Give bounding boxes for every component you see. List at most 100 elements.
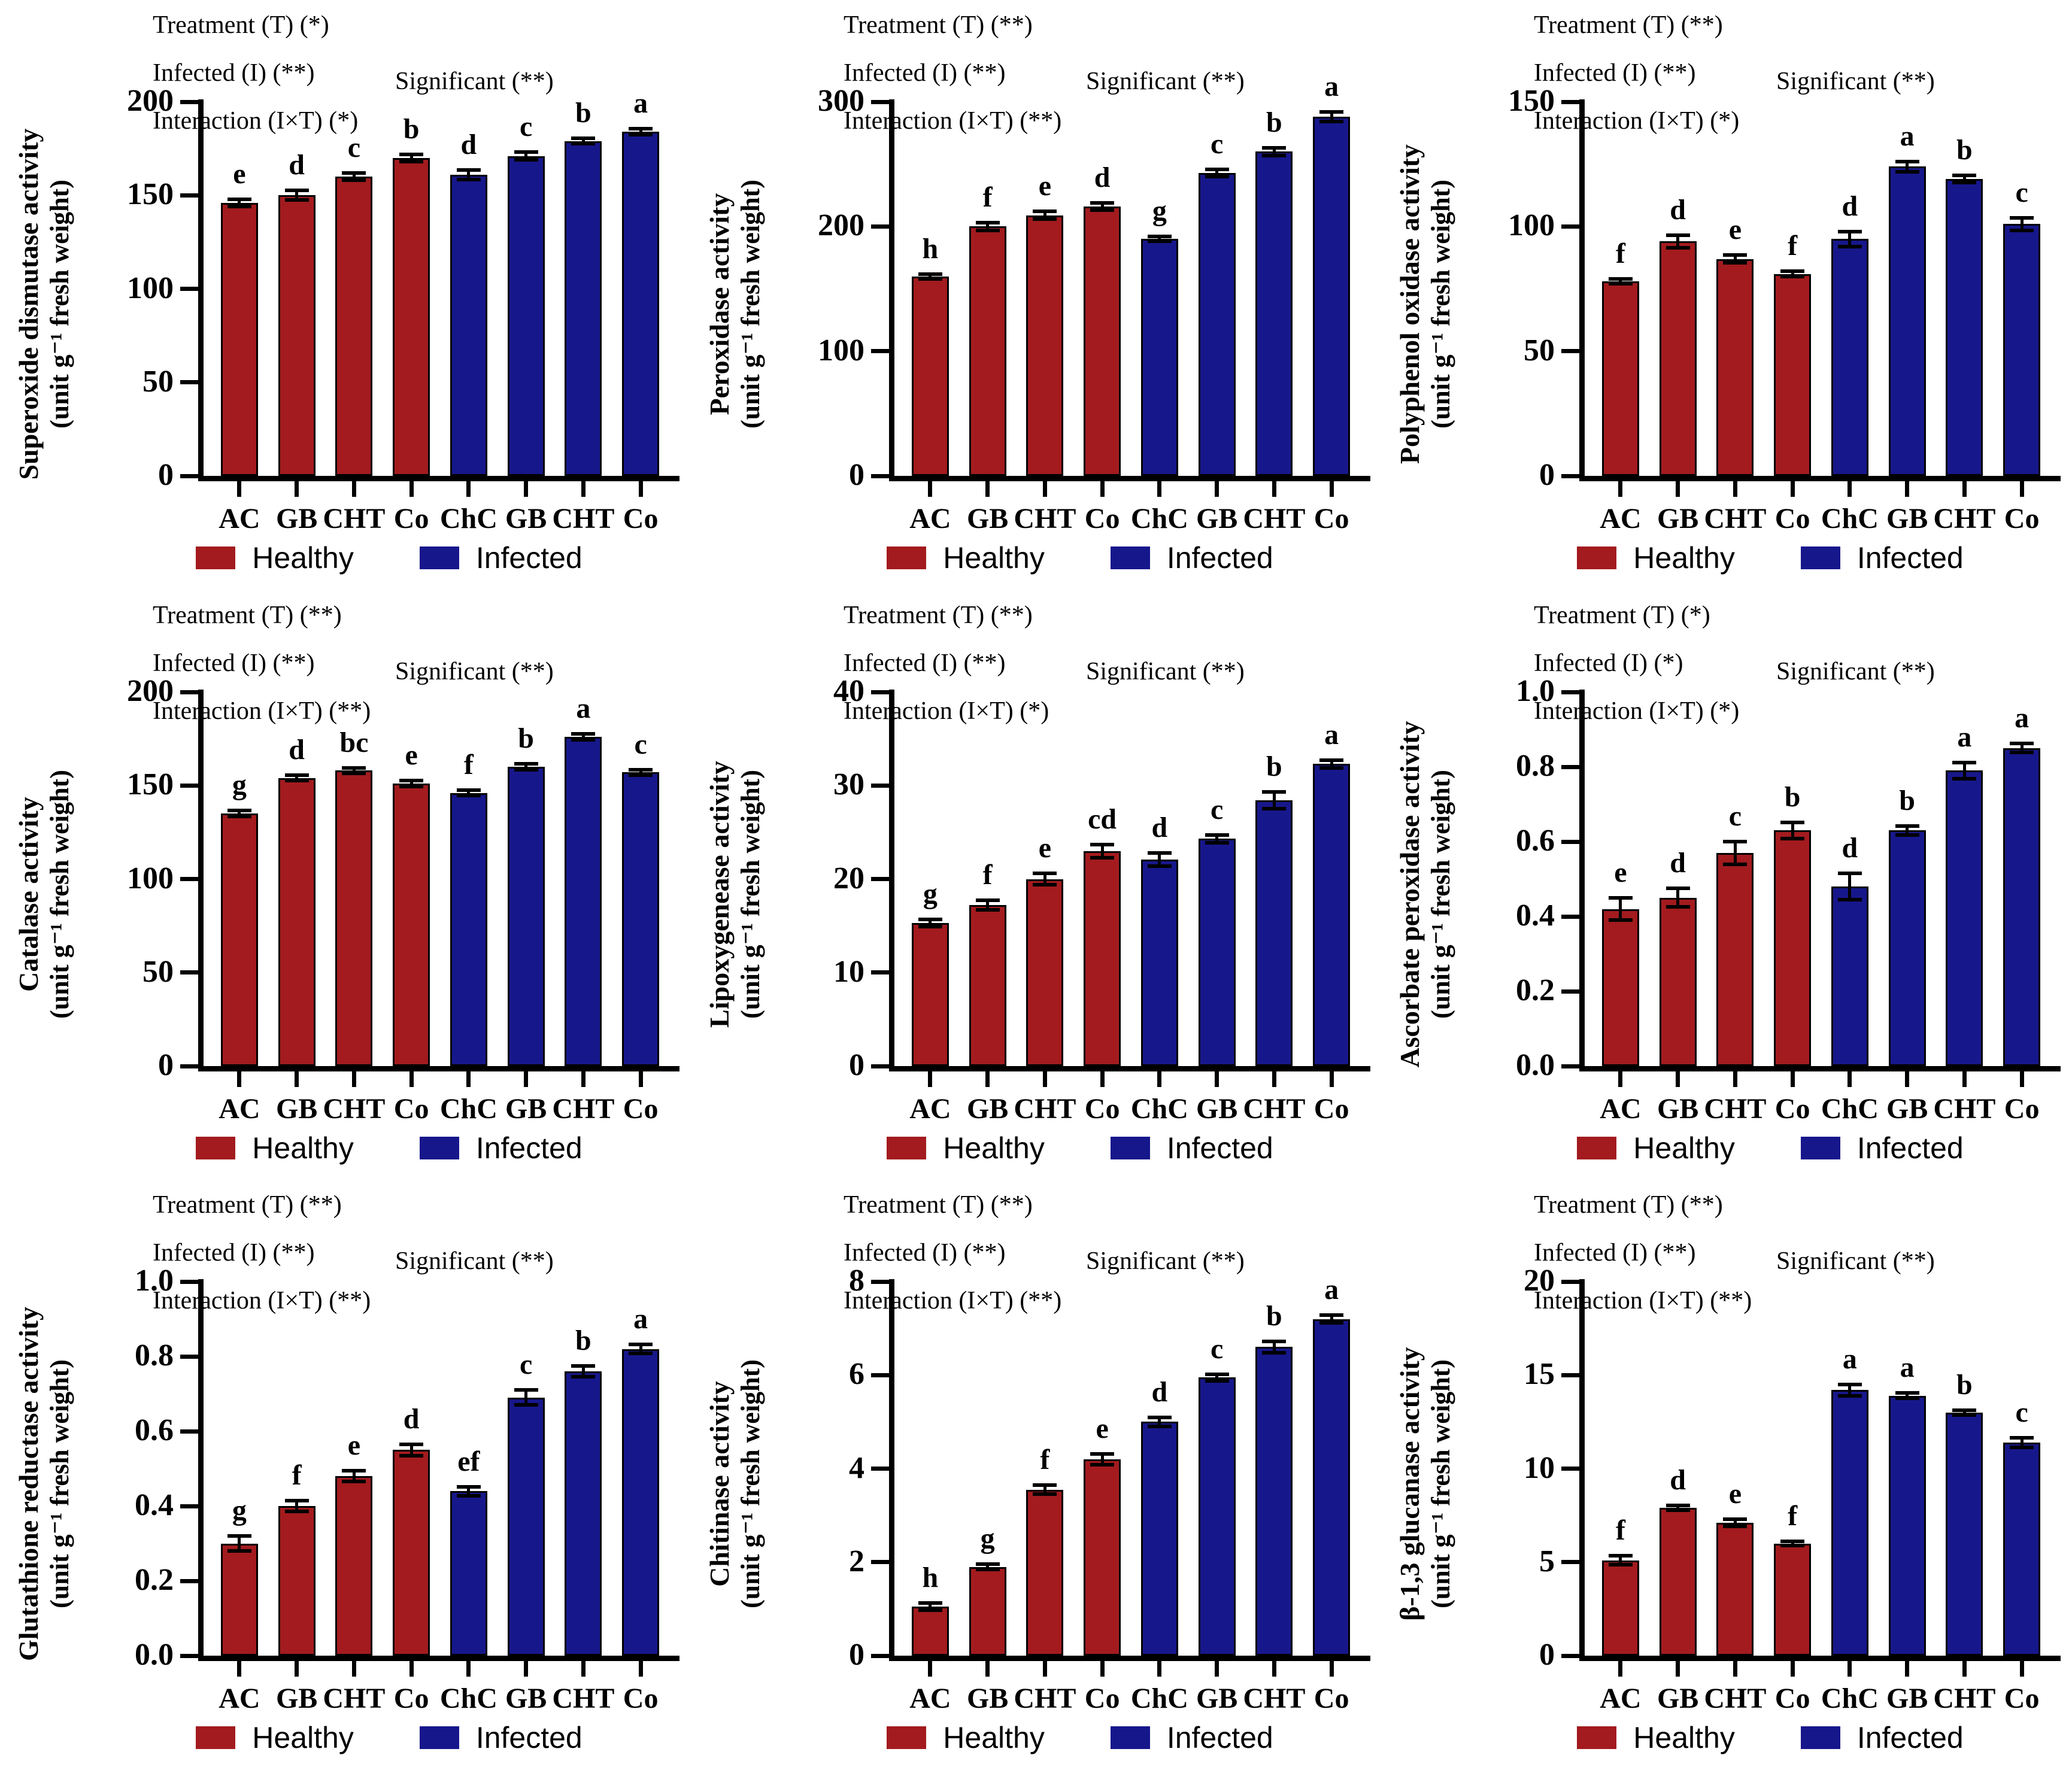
chart-cell-catalase-activity: Catalase activity (unit g⁻¹ fresh weight)…	[0, 590, 690, 1180]
sig-letter: g	[1152, 195, 1167, 227]
x-tick-mark	[351, 481, 356, 497]
bar-co-healthy	[1084, 1459, 1121, 1656]
bar-co-healthy	[393, 784, 430, 1066]
x-tick-mark	[1790, 1661, 1795, 1677]
error-bar-cap-bottom	[1723, 1525, 1748, 1529]
x-tick-mark	[524, 1661, 529, 1677]
bar-cht-infected	[1946, 1412, 1983, 1656]
bar-cht-infected	[1255, 1347, 1293, 1656]
bar-co-infected	[1313, 117, 1351, 476]
y-tick-mark	[1561, 1653, 1579, 1658]
annotation-infected: Infected (I) (**)	[844, 649, 1006, 677]
sig-letter: ef	[457, 1445, 480, 1477]
legend: Healthy Infected	[1471, 1131, 2070, 1165]
bar-gb-infected	[1198, 1377, 1236, 1656]
error-bar-cap-bottom	[629, 1352, 653, 1355]
legend-swatch-healthy	[196, 1137, 236, 1159]
error-bar-cap-top	[975, 1562, 1000, 1566]
sig-letter: a	[1324, 70, 1339, 102]
error-bar-cap-top	[1895, 160, 1919, 163]
bar-cht-infected	[565, 737, 602, 1066]
legend-label-infected: Infected	[475, 1131, 583, 1165]
error-bar-cap-top	[1147, 851, 1172, 855]
error-bar-stem	[1043, 873, 1046, 885]
x-tick-label: GB	[966, 1093, 1009, 1125]
sig-letter: e	[1728, 214, 1742, 246]
error-bar-cap-top	[1319, 110, 1344, 114]
legend-swatch-infected	[419, 547, 459, 569]
annotation-interaction: Interaction (I×T) (*)	[844, 697, 1049, 725]
chart-cell-peroxidase-activity: Peroxidase activity (unit g⁻¹ fresh weigh…	[691, 0, 1381, 590]
bar-co-infected	[622, 772, 660, 1066]
bar-cht-infected	[1255, 151, 1293, 476]
error-bar-cap-top	[1780, 269, 1805, 274]
error-bar-cap-top	[1608, 1553, 1633, 1558]
error-bar-stem	[1733, 842, 1737, 864]
error-bar-stem	[929, 1602, 932, 1611]
bar-co-infected	[622, 1349, 660, 1656]
bar-ac-healthy	[911, 1606, 949, 1656]
x-tick-mark	[985, 1661, 990, 1677]
y-tick-label: 0	[158, 458, 174, 492]
x-tick-mark	[1042, 1071, 1047, 1087]
error-bar-cap-top	[1780, 820, 1805, 824]
legend-label-infected: Infected	[1166, 541, 1273, 575]
x-tick-label: Co	[393, 503, 429, 535]
error-bar-cap-bottom	[1319, 1320, 1344, 1325]
bar-cht-infected	[1946, 770, 1983, 1066]
x-axis-line	[889, 476, 1370, 481]
error-bar-stem	[929, 274, 932, 279]
x-tick-mark	[1215, 1661, 1219, 1677]
y-axis-line	[1579, 99, 1585, 481]
error-bar-cap-top	[514, 762, 538, 766]
bar-chc-infected	[450, 174, 487, 476]
y-tick-mark	[1561, 349, 1579, 354]
error-bar-cap-bottom	[1147, 864, 1172, 868]
error-bar-cap-top	[284, 189, 309, 193]
x-tick-mark	[1215, 1071, 1219, 1087]
y-tick-label: 10	[833, 954, 864, 989]
error-bar-cap-bottom	[456, 177, 481, 181]
x-tick-mark	[1618, 1661, 1623, 1677]
y-tick-mark	[180, 1578, 198, 1583]
error-bar-cap-top	[629, 1343, 653, 1346]
sig-letter: d	[1842, 832, 1858, 864]
error-bar-stem	[1158, 1417, 1161, 1427]
legend-label-healthy: Healthy	[943, 1131, 1045, 1165]
sig-letter: h	[922, 1561, 939, 1593]
error-bar-stem	[352, 767, 356, 773]
x-tick-mark	[1962, 1661, 1967, 1677]
y-tick-mark	[871, 877, 889, 881]
error-bar-cap-bottom	[1952, 181, 1977, 185]
sig-letter: cd	[1088, 803, 1117, 835]
error-bar-cap-top	[1205, 1372, 1229, 1376]
error-bar-stem	[295, 775, 299, 781]
annotation-significant: Significant (**)	[1776, 1247, 1935, 1275]
y-axis-title-line2: (unit g⁻¹ fresh weight)	[44, 180, 74, 429]
error-bar-cap-bottom	[1780, 1544, 1805, 1548]
x-tick-label: AC	[1600, 1683, 1642, 1714]
x-tick-label: Co	[1774, 503, 1810, 535]
annotation-interaction: Interaction (I×T) (**)	[1534, 1287, 1752, 1314]
error-bar-cap-top	[1147, 235, 1172, 238]
sig-letter: bc	[339, 726, 369, 758]
y-axis-title-line1: Chitinase activity	[704, 1381, 735, 1587]
y-tick-mark	[1561, 914, 1579, 919]
error-bar-cap-bottom	[284, 779, 309, 783]
error-bar-stem	[1676, 888, 1680, 907]
bar-chc-infected	[450, 1491, 487, 1656]
error-bar-cap-bottom	[1033, 217, 1057, 221]
y-tick-label: 200	[127, 674, 174, 708]
error-bar-cap-bottom	[629, 132, 653, 136]
sig-letter: b	[403, 113, 420, 145]
error-bar-stem	[352, 172, 356, 181]
bar-co-healthy	[393, 1450, 430, 1656]
x-tick-label: CHT	[552, 1683, 615, 1714]
sig-letter: g	[923, 878, 938, 910]
x-tick-mark	[1157, 1661, 1162, 1677]
legend-label-healthy: Healthy	[1633, 1721, 1735, 1754]
error-bar-stem	[1272, 1341, 1276, 1353]
x-tick-label: AC	[909, 503, 951, 535]
sig-letter: c	[2015, 1396, 2028, 1428]
y-tick-mark	[180, 287, 198, 291]
